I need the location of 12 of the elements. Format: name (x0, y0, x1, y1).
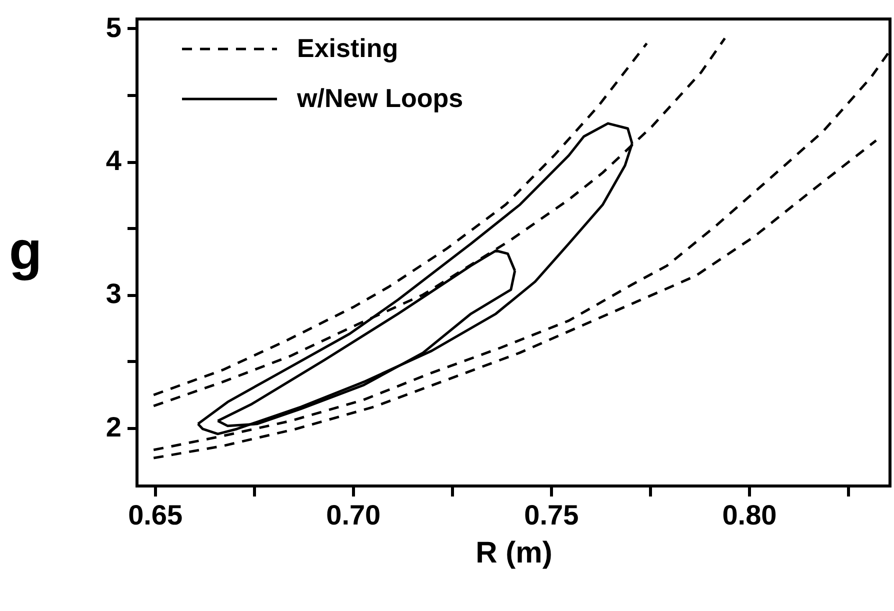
y-axis-title: g (9, 221, 42, 281)
x-tick-label: 0.70 (326, 500, 381, 530)
y-tick-label: 4 (106, 145, 122, 176)
y-tick-label: 3 (106, 278, 122, 310)
y-tick-label: 5 (106, 12, 122, 43)
x-tick-label: 0.80 (722, 500, 777, 530)
x-axis-title: R (m) (476, 536, 552, 570)
legend-label: w/New Loops (296, 83, 464, 113)
x-tick-label: 0.65 (128, 500, 183, 530)
x-tick-label: 0.75 (524, 500, 579, 530)
legend-label: Existing (297, 33, 398, 63)
y-tick-label: 2 (106, 411, 122, 442)
